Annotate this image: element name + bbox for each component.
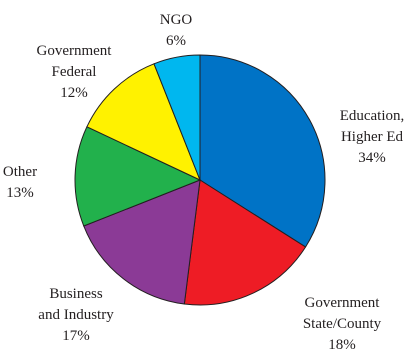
pie-category-label-4: Federal bbox=[52, 64, 97, 80]
pie-slice-1 bbox=[183, 179, 307, 306]
pie-category-label-2: and Industry bbox=[38, 307, 114, 323]
pie-value-label-1: 18% bbox=[328, 337, 356, 353]
pie-slice-0 bbox=[199, 54, 326, 248]
pie-value-label-3: 13% bbox=[6, 185, 34, 201]
pie-category-label-3: Other bbox=[3, 164, 37, 180]
pie-category-label-1: State/County bbox=[303, 316, 382, 332]
pie-labels: Education, Higher Ed 34% Government State/Co… bbox=[3, 12, 404, 353]
pie-slice-2 bbox=[83, 179, 201, 305]
pie-slice-3 bbox=[74, 126, 202, 227]
pie-category-label-5: NGO bbox=[160, 12, 193, 28]
pie-label-2: Business and Industry 17% bbox=[38, 286, 114, 344]
pie-value-label-5: 6% bbox=[166, 33, 186, 49]
pie-category-label-2: Business bbox=[49, 286, 103, 302]
pie-slice-5 bbox=[153, 54, 201, 181]
pie-category-label-0: Higher Ed bbox=[341, 129, 404, 145]
pie-label-3: Other 13% bbox=[3, 164, 37, 201]
pie-label-0: Education, Higher Ed 34% bbox=[340, 108, 405, 166]
pie-label-4: Government Federal 12% bbox=[37, 43, 113, 101]
pie-value-label-2: 17% bbox=[62, 328, 90, 344]
pie-category-label-4: Government bbox=[37, 43, 113, 59]
pie-category-label-1: Government bbox=[305, 295, 381, 311]
pie-value-label-0: 34% bbox=[358, 150, 386, 166]
pie-value-label-4: 12% bbox=[60, 85, 88, 101]
pie-label-1: Government State/County 18% bbox=[303, 295, 382, 353]
pie-slice-4 bbox=[86, 63, 201, 181]
pie-slices bbox=[74, 54, 326, 306]
pie-label-5: NGO 6% bbox=[160, 12, 193, 49]
pie-category-label-0: Education, bbox=[340, 108, 405, 124]
